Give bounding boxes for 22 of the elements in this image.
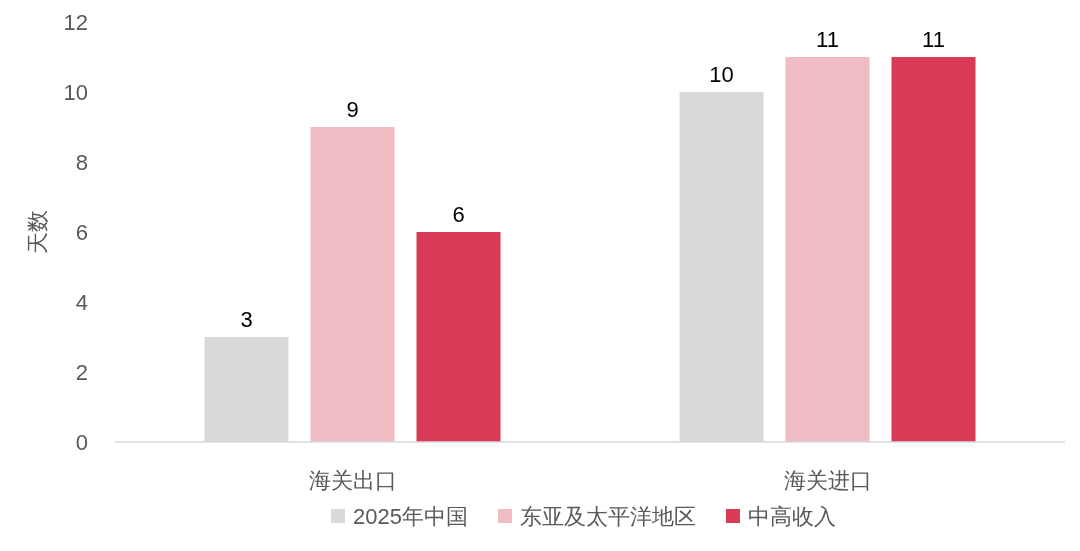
bar (416, 232, 501, 442)
bar (891, 57, 976, 442)
x-tick-label: 海关出口 (308, 468, 397, 493)
y-tick-label: 2 (75, 360, 88, 385)
data-label: 10 (709, 62, 734, 87)
y-tick-label: 0 (75, 430, 88, 455)
data-label: 11 (816, 27, 839, 52)
bar (310, 127, 395, 442)
y-axis-title: 天数 (25, 210, 50, 254)
data-label: 3 (240, 307, 253, 332)
y-tick-label: 8 (75, 150, 88, 175)
y-tick-label: 10 (63, 80, 88, 105)
x-tick-label: 海关进口 (783, 468, 872, 493)
legend-label: 2025年中国 (353, 504, 468, 529)
data-label: 6 (452, 202, 465, 227)
data-label: 11 (922, 27, 945, 52)
y-tick-label: 6 (75, 220, 88, 245)
bar (785, 57, 870, 442)
y-tick-label: 12 (63, 10, 88, 35)
y-tick-label: 4 (75, 290, 88, 315)
legend-label: 中高收入 (747, 504, 836, 529)
data-label: 9 (346, 97, 359, 122)
